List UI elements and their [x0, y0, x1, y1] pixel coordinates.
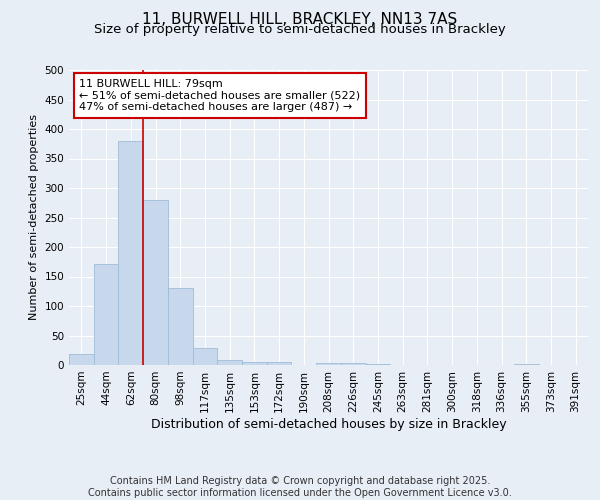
Bar	[267, 362, 292, 365]
Bar	[365, 364, 390, 365]
Bar	[217, 360, 242, 365]
Bar	[168, 288, 193, 365]
X-axis label: Distribution of semi-detached houses by size in Brackley: Distribution of semi-detached houses by …	[151, 418, 506, 430]
Text: 11, BURWELL HILL, BRACKLEY, NN13 7AS: 11, BURWELL HILL, BRACKLEY, NN13 7AS	[142, 12, 458, 28]
Text: 11 BURWELL HILL: 79sqm
← 51% of semi-detached houses are smaller (522)
47% of se: 11 BURWELL HILL: 79sqm ← 51% of semi-det…	[79, 79, 361, 112]
Bar	[316, 363, 341, 365]
Bar	[94, 264, 118, 365]
Bar	[242, 362, 267, 365]
Bar	[143, 200, 168, 365]
Bar	[341, 363, 365, 365]
Text: Contains HM Land Registry data © Crown copyright and database right 2025.
Contai: Contains HM Land Registry data © Crown c…	[88, 476, 512, 498]
Bar	[514, 364, 539, 365]
Y-axis label: Number of semi-detached properties: Number of semi-detached properties	[29, 114, 39, 320]
Text: Size of property relative to semi-detached houses in Brackley: Size of property relative to semi-detach…	[94, 22, 506, 36]
Bar	[118, 141, 143, 365]
Bar	[193, 348, 217, 365]
Bar	[69, 354, 94, 365]
